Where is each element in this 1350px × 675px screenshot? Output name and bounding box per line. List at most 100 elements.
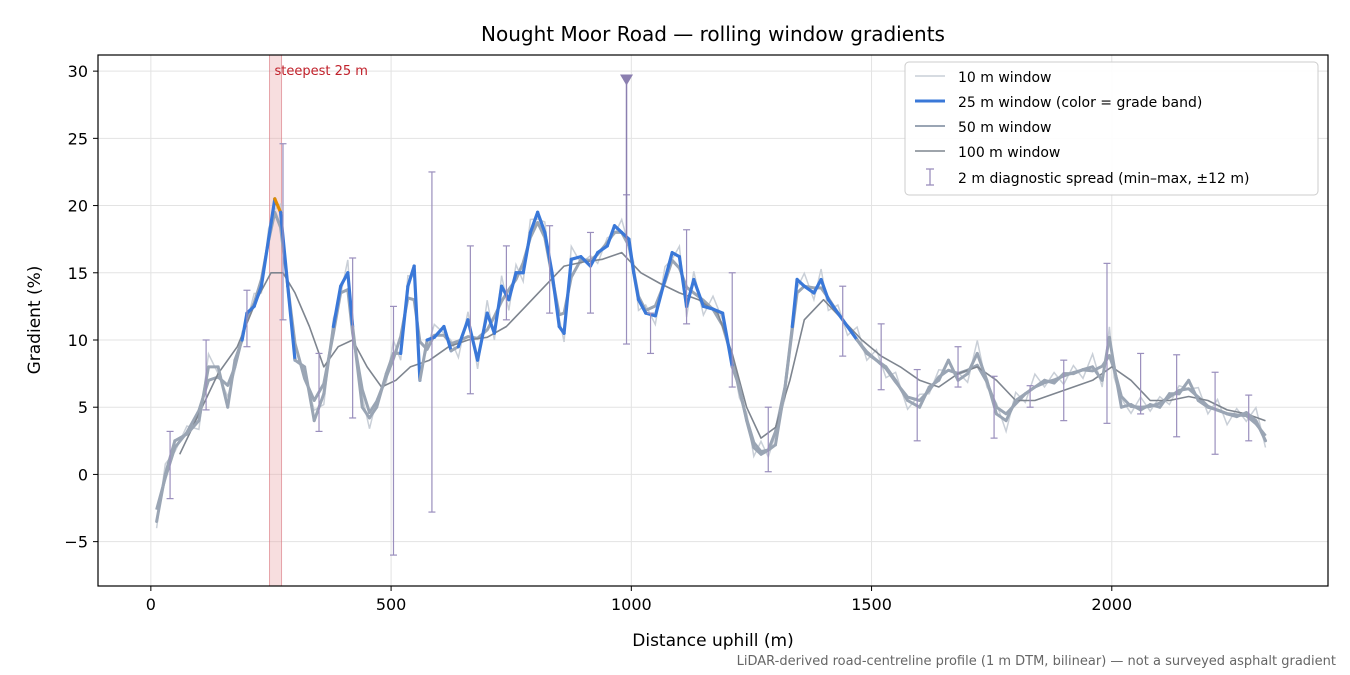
x-axis-ticks: 0 500 1000 1500 2000 bbox=[146, 586, 1132, 614]
y-tick-label: 30 bbox=[68, 62, 88, 81]
legend: 10 m window 25 m window (color = grade b… bbox=[904, 61, 1319, 196]
series-25m-segment bbox=[226, 358, 237, 409]
steepest-segment-band bbox=[269, 54, 283, 587]
series-25m-segment bbox=[819, 277, 830, 302]
series-25m-segment bbox=[569, 255, 583, 261]
x-tick-label: 2000 bbox=[1091, 595, 1132, 614]
series-25m-segment bbox=[588, 251, 600, 268]
legend-label-25m: 25 m window (color = grade band) bbox=[958, 95, 1202, 111]
legend-label-50m: 50 m window bbox=[958, 120, 1051, 136]
series-25m-segment bbox=[845, 324, 859, 342]
footnote: LiDAR-derived road-centreline profile (1… bbox=[737, 654, 1336, 669]
x-tick-label: 1000 bbox=[611, 595, 652, 614]
series-25m-segment bbox=[286, 284, 297, 362]
series-25m-segment bbox=[1091, 365, 1104, 382]
series-25m-segment bbox=[865, 351, 878, 362]
series-25m-segment bbox=[1177, 378, 1191, 396]
series-25m-segment bbox=[605, 224, 617, 248]
series-25m-segment bbox=[966, 351, 979, 376]
series-25m-segment bbox=[418, 338, 429, 382]
series-25m-segment bbox=[240, 311, 249, 342]
series-25m-segment bbox=[783, 325, 794, 389]
series-25m-segment bbox=[730, 365, 741, 389]
series-25m-segment bbox=[1148, 403, 1162, 409]
series-25m-segment bbox=[1119, 403, 1133, 409]
series-lines bbox=[155, 197, 1268, 529]
x-tick-label: 1500 bbox=[851, 595, 892, 614]
series-25m-segment bbox=[956, 372, 970, 382]
legend-label-errorbar: 2 m diagnostic spread (min–max, ±12 m) bbox=[958, 171, 1249, 187]
series-25m-segment bbox=[507, 271, 518, 302]
series-25m-segment bbox=[773, 385, 787, 447]
series-25m-segment bbox=[927, 378, 941, 389]
series-25m-segment bbox=[173, 432, 189, 443]
series-25m-segment bbox=[273, 197, 283, 214]
series-25m-segment bbox=[528, 210, 540, 235]
series-25m-segment bbox=[684, 277, 696, 308]
y-tick-label: 10 bbox=[68, 331, 88, 350]
series-25m-segment bbox=[399, 284, 410, 356]
series-25m-segment bbox=[677, 255, 689, 308]
series-25m-segment bbox=[745, 419, 756, 450]
y-tick-label: 5 bbox=[78, 398, 88, 417]
series-25m-segment bbox=[884, 365, 898, 382]
series-25m-segment bbox=[1107, 335, 1116, 369]
series-25m-segment bbox=[278, 210, 290, 288]
series-25m-segment bbox=[1158, 392, 1171, 409]
series-25m-segment bbox=[466, 318, 480, 362]
series-25m-segment bbox=[802, 284, 816, 295]
series-25m-segment bbox=[331, 284, 343, 329]
series-25m-segment bbox=[918, 385, 931, 409]
plot-frame bbox=[97, 54, 1329, 587]
series-25m-segment bbox=[475, 311, 489, 362]
series-25m-segment bbox=[1081, 365, 1095, 372]
series-25m-segment bbox=[1206, 405, 1219, 412]
series-25m-segment bbox=[1033, 378, 1047, 389]
legend-label-100m: 100 m window bbox=[958, 145, 1060, 161]
series-25m-segment bbox=[432, 324, 446, 339]
y-tick-label: 25 bbox=[68, 129, 88, 148]
x-axis-label: Distance uphill (m) bbox=[632, 631, 793, 651]
series-25m-segment bbox=[612, 224, 624, 235]
series-25m-segment bbox=[692, 277, 705, 308]
series-25m-segment bbox=[1225, 412, 1239, 419]
gridlines bbox=[98, 55, 1328, 586]
series-25m-segment bbox=[245, 304, 256, 315]
series-25m-segment bbox=[266, 197, 277, 241]
y-tick-label: 20 bbox=[68, 197, 88, 216]
series-25m-segment bbox=[1244, 411, 1258, 423]
series-25m-segment bbox=[653, 277, 667, 318]
series-25m-segment bbox=[790, 277, 799, 329]
series-25m-segment bbox=[1014, 392, 1027, 402]
series-25m-segment bbox=[1254, 419, 1268, 443]
series-25m-segment bbox=[185, 419, 201, 436]
series-25m-segment bbox=[737, 385, 749, 423]
series-25m-segment bbox=[543, 230, 554, 275]
series-25m-segment bbox=[1004, 398, 1018, 423]
series-25m-segment bbox=[1043, 378, 1056, 385]
series-25m-segment bbox=[442, 324, 453, 353]
series-25m-segment bbox=[303, 365, 316, 423]
series-25m-segment bbox=[562, 257, 573, 335]
x-tick-label: 0 bbox=[146, 595, 156, 614]
series-25m-segment bbox=[1071, 368, 1085, 376]
series-25m-segment bbox=[1112, 365, 1123, 409]
series-25m-segment bbox=[197, 365, 211, 423]
series-25m-segment bbox=[1187, 378, 1200, 402]
series-25m-segment bbox=[1215, 408, 1229, 416]
series-25m-segment bbox=[456, 318, 470, 349]
series-25m-segment bbox=[1129, 403, 1143, 412]
series-25m-segment bbox=[1235, 411, 1248, 419]
series-25m-segment bbox=[937, 358, 950, 382]
series-25m-segment bbox=[346, 271, 355, 329]
series-25m-segment bbox=[663, 251, 674, 282]
series-25m-segment bbox=[795, 277, 806, 288]
series-25m-segment bbox=[985, 378, 998, 416]
series-25m-segment bbox=[627, 237, 636, 275]
series-25m-segment bbox=[351, 325, 364, 409]
steepest-annotation: steepest 25 m bbox=[275, 64, 368, 79]
series-25m-segment bbox=[412, 264, 422, 382]
series-25m-segment bbox=[894, 378, 910, 402]
series-25m-segment bbox=[252, 284, 263, 308]
